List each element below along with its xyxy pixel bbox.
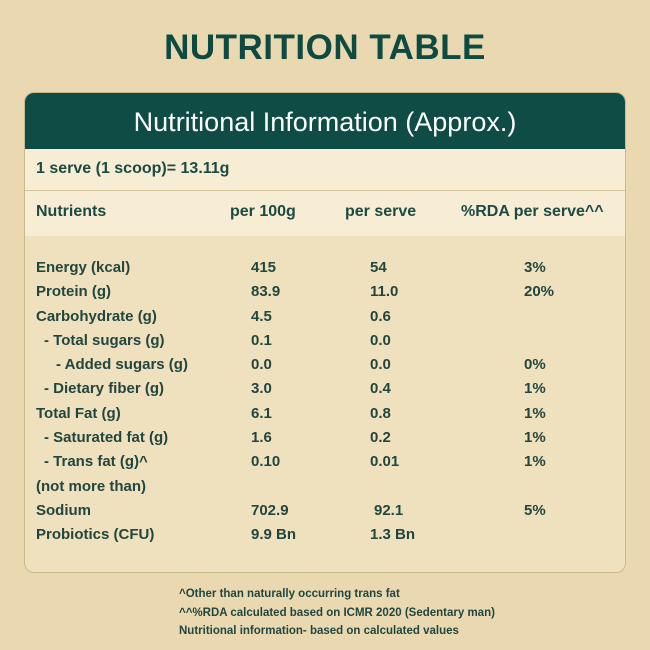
per-100g-value: 83.9 <box>251 283 281 301</box>
table-row: Probiotics (CFU) 9.9 Bn 1.3 Bn <box>25 523 625 547</box>
nutrient-name: - Trans fat (g)^ <box>44 453 148 471</box>
table-row: - Added sugars (g) 0.0 0.0 0% <box>25 353 625 377</box>
per-serve-value: 1.3 Bn <box>370 526 416 544</box>
nutrient-name: - Dietary fiber (g) <box>44 380 165 398</box>
per-100g-value: 3.0 <box>251 380 272 398</box>
nutrient-name: Total Fat (g) <box>36 404 121 422</box>
per-100g-value: 0.10 <box>251 453 281 471</box>
per-serve-value: 92.1 <box>374 501 404 519</box>
per-serve-value: 0.4 <box>370 380 391 398</box>
footnotes: ^Other than naturally occurring trans fa… <box>179 585 495 641</box>
per-100g-value: 6.1 <box>251 404 272 422</box>
column-header-rda: %RDA per serve^^ <box>461 203 604 220</box>
rda-value: 0% <box>524 356 546 374</box>
table-row: - Total sugars (g) 0.1 0.0 <box>25 329 625 353</box>
nutrition-table-card: Nutritional Information (Approx.) 1 serv… <box>24 92 626 573</box>
table-row: - Saturated fat (g) 1.6 0.2 1% <box>25 426 625 450</box>
per-100g-value: 0.0 <box>251 356 272 374</box>
nutrient-name: Carbohydrate (g) <box>36 307 157 325</box>
serving-size: 1 serve (1 scoop)= 13.11g <box>25 149 625 191</box>
column-header-per-100g: per 100g <box>230 203 296 220</box>
rda-value: 20% <box>524 283 555 301</box>
table-row: Sodium 702.9 92.1 5% <box>25 499 625 523</box>
per-serve-value: 11.0 <box>370 283 399 301</box>
per-100g-value: 415 <box>251 259 277 276</box>
per-100g-value: 9.9 Bn <box>251 526 297 544</box>
rda-value: 1% <box>524 429 546 447</box>
per-serve-value: 54 <box>370 259 387 276</box>
per-serve-value: 0.0 <box>370 356 391 374</box>
table-row: - Dietary fiber (g) 3.0 0.4 1% <box>25 377 625 401</box>
table-row: Total Fat (g) 6.1 0.8 1% <box>25 402 625 426</box>
rda-value: 1% <box>524 453 546 471</box>
column-headers: Nutrients per 100g per serve %RDA per se… <box>25 191 625 236</box>
per-100g-value: 702.9 <box>251 501 289 519</box>
table-row: Protein (g) 83.9 11.0 20% <box>25 280 625 304</box>
rda-value: 3% <box>524 259 546 276</box>
nutrient-name: (not more than) <box>36 477 146 495</box>
per-serve-value: 0.6 <box>370 307 391 325</box>
nutrient-name: - Total sugars (g) <box>44 331 165 349</box>
nutrient-name: Protein (g) <box>36 283 111 301</box>
rda-value: 5% <box>524 501 546 519</box>
table-row: Carbohydrate (g) 4.5 0.6 <box>25 305 625 329</box>
footnote: ^^%RDA calculated based on ICMR 2020 (Se… <box>179 606 495 619</box>
nutrient-rows: Energy (kcal) 415 54 3% Protein (g) 83.9… <box>25 236 625 548</box>
rda-value: 1% <box>524 404 546 422</box>
nutrient-name: Probiotics (CFU) <box>36 526 155 544</box>
per-serve-value: 0.2 <box>370 429 391 447</box>
nutrient-name: - Saturated fat (g) <box>44 429 169 447</box>
table-header: Nutritional Information (Approx.) <box>25 93 625 149</box>
per-100g-value: 4.5 <box>251 307 272 325</box>
column-header-per-serve: per serve <box>345 203 417 220</box>
nutrient-name: Energy (kcal) <box>36 259 131 276</box>
per-serve-value: 0.8 <box>370 404 391 422</box>
per-100g-value: 0.1 <box>251 331 272 349</box>
rda-value: 1% <box>524 380 546 398</box>
nutrient-name: - Added sugars (g) <box>56 356 188 374</box>
per-serve-value: 0.01 <box>370 453 400 471</box>
footnote: Nutritional information- based on calcul… <box>179 625 459 637</box>
footnote: ^Other than naturally occurring trans fa… <box>179 588 400 600</box>
table-row: (not more than) <box>25 475 625 499</box>
table-row: Energy (kcal) 415 54 3% <box>25 256 625 280</box>
per-serve-value: 0.0 <box>370 331 391 349</box>
page-title: NUTRITION TABLE <box>164 28 486 67</box>
nutrient-name: Sodium <box>36 501 91 519</box>
table-row: - Trans fat (g)^ 0.10 0.01 1% <box>25 450 625 474</box>
per-100g-value: 1.6 <box>251 429 272 447</box>
column-header-nutrients: Nutrients <box>36 203 107 220</box>
